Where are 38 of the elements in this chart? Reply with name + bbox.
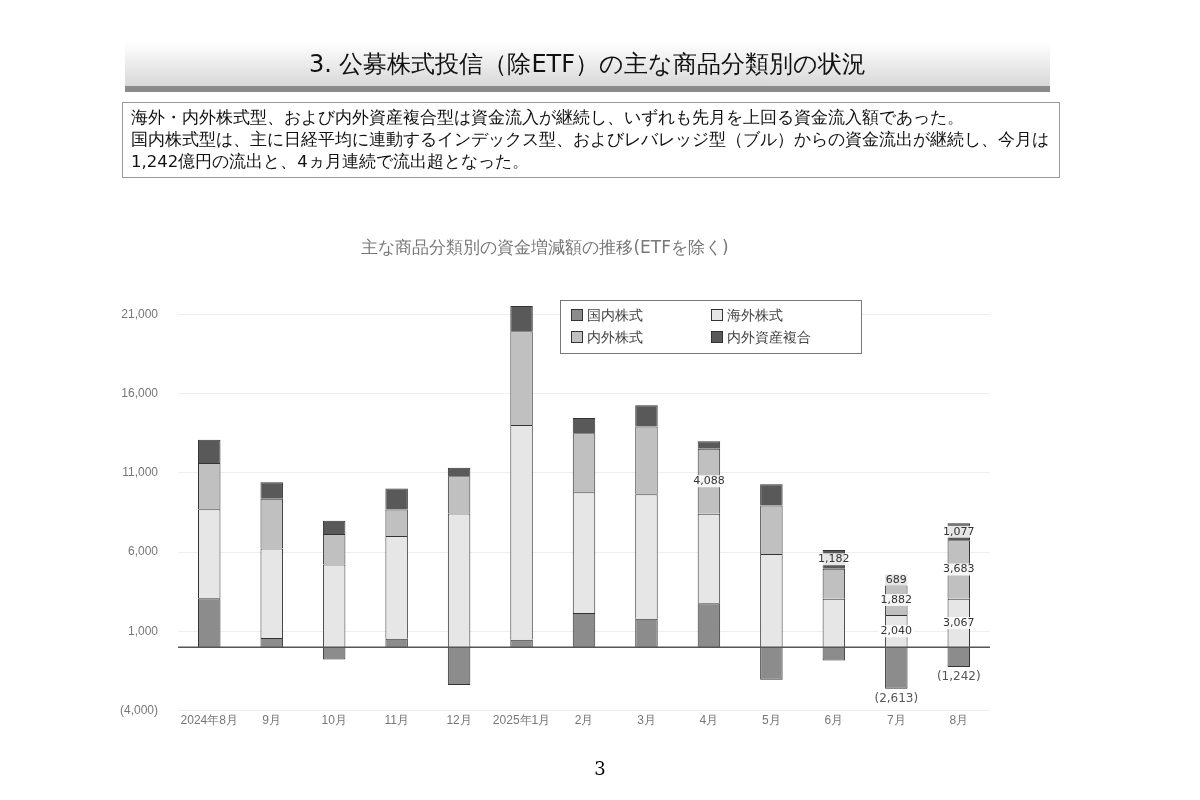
- data-label: 4,088: [693, 474, 725, 488]
- legend-label: 内外資産複合: [725, 329, 812, 348]
- y-tick-label: 6,000: [127, 544, 159, 559]
- text: 3. 公募株式投信（除ETF）の主な商品分類別の状況: [125, 42, 1050, 92]
- data-label: 689: [885, 572, 907, 586]
- x-tick-label: 5月: [762, 713, 781, 728]
- y-tick-label: 16,000: [121, 385, 159, 400]
- data-label: (2,613): [874, 690, 919, 705]
- x-tick-label: 8月: [949, 713, 969, 728]
- x-tick-label: 9月: [262, 713, 282, 728]
- x-tick-label: 11月: [384, 713, 409, 728]
- data-label: 3,067: [943, 615, 975, 629]
- y-tick-label: 21,000: [121, 306, 159, 321]
- x-tick-label: 2月: [574, 713, 594, 728]
- data-label: 1,077: [943, 524, 975, 538]
- legend-label: 海外株式: [725, 307, 784, 326]
- legend-label: 内外株式: [585, 329, 644, 348]
- x-tick-label: 3月: [637, 713, 656, 728]
- x-tick-label: 6月: [824, 713, 844, 728]
- legend-label: 国内株式: [585, 307, 644, 326]
- y-tick-label: 1,000: [127, 623, 159, 638]
- x-tick-label: 10月: [321, 713, 347, 728]
- text: 海外・内外株式型、および内外資産複合型は資金流入が継続し、いずれも先月を上回る資金流入額であった。: [131, 107, 965, 129]
- data-label: 2,040: [880, 624, 913, 638]
- text: 国内株式型は、主に日経平均に連動するインデックス型、およびレバレッジ型（ブル）からの資金流出が継続し、今月は1,242億円の流出と、4ヵ月連続で流出超となった。: [131, 129, 1050, 173]
- chart-title: 主な商品分類別の資金増減額の推移(ETFを除く): [361, 236, 729, 257]
- x-tick-label: 2025年1月: [492, 713, 551, 728]
- y-tick-label: 11,000: [122, 465, 159, 480]
- text: 3: [593, 758, 607, 779]
- data-label: 3,683: [943, 562, 975, 576]
- data-label: (1,242): [936, 669, 981, 684]
- x-tick-label: 12月: [446, 713, 472, 728]
- x-tick-label: 7月: [886, 713, 906, 728]
- data-label: 1,882: [880, 592, 913, 606]
- y-tick-label: (4,000): [119, 703, 159, 718]
- x-tick-label: 2024年8月: [180, 713, 238, 728]
- data-label: 1,182: [818, 552, 850, 566]
- x-tick-label: 4月: [699, 713, 719, 728]
